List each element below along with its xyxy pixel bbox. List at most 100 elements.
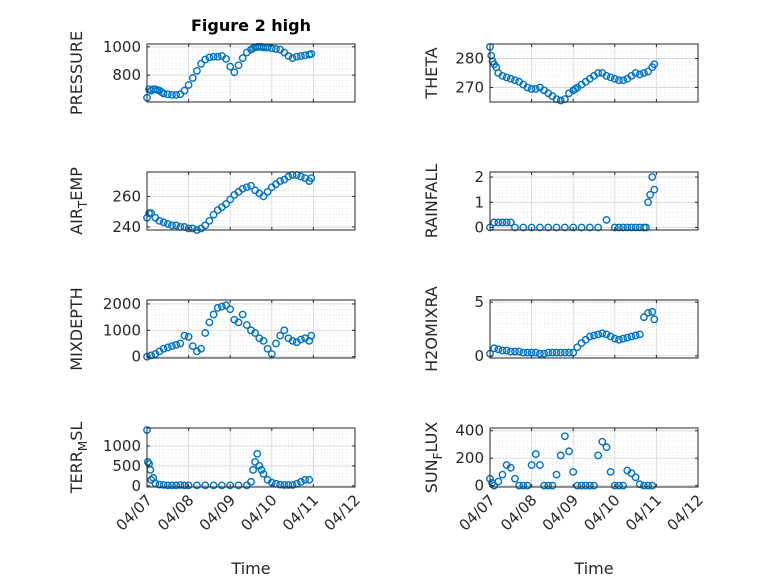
y-axis-label: SUNFLUX xyxy=(422,422,445,494)
y-tick-label: 500 xyxy=(112,457,141,475)
data-point xyxy=(531,450,540,458)
data-point xyxy=(623,333,632,342)
data-point xyxy=(297,52,305,60)
data-point xyxy=(577,481,586,490)
data-point xyxy=(276,480,285,489)
data-point xyxy=(502,346,511,355)
data-point xyxy=(180,86,189,95)
data-point xyxy=(494,218,503,227)
data-point xyxy=(590,481,598,490)
data-point xyxy=(307,331,316,340)
data-point xyxy=(209,210,218,219)
data-point xyxy=(205,318,214,327)
data-point xyxy=(644,67,652,76)
data-point xyxy=(585,223,594,232)
axes-background xyxy=(147,172,355,230)
y-tick-label: 400 xyxy=(455,422,484,440)
data-point xyxy=(201,329,210,337)
data-point xyxy=(498,346,507,355)
data-point xyxy=(180,481,189,490)
data-point xyxy=(635,70,644,79)
data-point xyxy=(511,76,519,85)
data-point xyxy=(172,481,181,490)
axes-background xyxy=(490,428,698,487)
data-point xyxy=(249,465,257,474)
data-point xyxy=(226,62,235,71)
data-point xyxy=(234,61,243,70)
data-point xyxy=(147,351,156,360)
data-point xyxy=(515,347,524,356)
data-point xyxy=(640,481,648,490)
data-point xyxy=(631,69,640,77)
y-tick-label: 280 xyxy=(455,50,484,68)
data-point xyxy=(155,216,164,225)
data-point xyxy=(540,349,548,358)
data-point xyxy=(569,223,578,232)
data-point xyxy=(606,332,615,341)
data-point xyxy=(498,72,507,80)
data-point xyxy=(155,480,164,489)
data-point xyxy=(519,348,528,357)
x-tick-label: 04/11 xyxy=(622,491,665,534)
data-point xyxy=(188,342,197,351)
axes-box xyxy=(489,299,699,359)
subplot-mixdepth: 0 1000 2000 MIXDEPTH xyxy=(67,287,356,371)
data-point xyxy=(184,333,193,341)
data-point xyxy=(594,223,603,232)
data-point xyxy=(263,187,272,196)
data-point xyxy=(217,302,226,311)
data-point xyxy=(552,223,561,232)
data-point xyxy=(176,481,185,489)
data-point xyxy=(242,321,251,329)
data-point xyxy=(531,348,540,357)
y-tick-label: 0 xyxy=(474,347,484,365)
y-tick-label: 270 xyxy=(455,79,484,97)
data-point xyxy=(536,461,544,469)
axes-box xyxy=(146,299,356,359)
data-point xyxy=(205,216,214,225)
y-tick-label: 0 xyxy=(131,348,141,366)
data-point xyxy=(642,223,650,232)
y-axis-label: RAINFALL xyxy=(422,164,441,239)
data-point xyxy=(297,335,305,344)
y-axis-label: MIXDEPTH xyxy=(67,287,86,370)
data-point xyxy=(288,481,297,489)
data-point xyxy=(284,52,293,60)
data-point xyxy=(648,307,657,316)
data-point xyxy=(569,468,578,476)
data-point xyxy=(147,209,156,218)
data-point xyxy=(631,473,640,482)
data-point xyxy=(222,301,230,310)
data-point xyxy=(159,218,168,227)
x-tick-label: 04/08 xyxy=(497,491,540,534)
data-point xyxy=(536,349,544,358)
data-point xyxy=(544,223,553,232)
x-tick-label: 04/11 xyxy=(279,491,322,534)
data-point xyxy=(502,73,511,82)
data-point xyxy=(531,85,540,93)
data-point xyxy=(506,218,515,227)
data-point xyxy=(226,195,235,204)
data-point xyxy=(280,481,289,489)
data-point xyxy=(644,481,652,490)
data-point xyxy=(602,443,611,452)
data-point xyxy=(297,477,305,486)
data-point xyxy=(159,481,168,489)
data-point xyxy=(640,69,648,77)
data-point xyxy=(585,332,594,341)
data-point xyxy=(284,172,293,181)
data-point xyxy=(184,81,193,89)
data-point xyxy=(527,223,536,232)
data-point xyxy=(536,223,544,232)
data-point xyxy=(242,183,251,192)
data-point xyxy=(197,59,205,68)
data-point xyxy=(222,54,230,63)
axes-box xyxy=(489,171,699,231)
data-point xyxy=(201,55,210,64)
data-point xyxy=(159,89,168,98)
data-point xyxy=(590,331,598,340)
data-point xyxy=(650,185,659,194)
